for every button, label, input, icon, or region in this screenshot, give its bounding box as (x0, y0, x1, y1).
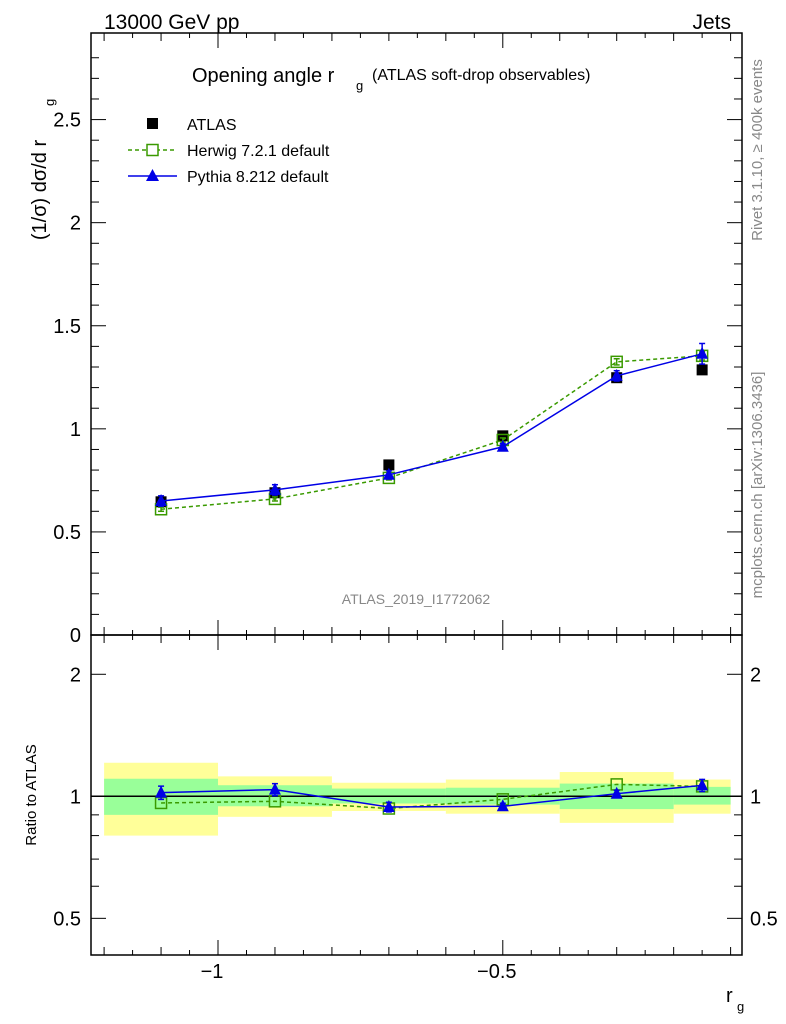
main-frame (90, 32, 743, 636)
analysis-watermark: ATLAS_2019_I1772062 (342, 591, 491, 607)
x-tick-label: −0.5 (477, 961, 516, 983)
ratio-y-tick-label-right: 1 (750, 786, 761, 808)
title-suffix: (ATLAS soft-drop observables) (372, 67, 590, 84)
y-tick-label: 1 (70, 419, 81, 441)
ratio-pythia-point (382, 800, 395, 813)
pythia-point (696, 346, 709, 359)
header-right: Jets (692, 11, 731, 34)
mcplots-label: mcplots.cern.ch [arXiv:1306.3436] (749, 372, 766, 599)
x-label-sub: g (737, 999, 744, 1014)
ratio-pythia-point (155, 785, 168, 798)
legend: ATLAS Herwig 7.2.1 default Pythia 8.212 … (128, 117, 330, 186)
ratio-panel: 0.5 0.5 1 1 2 2 −1 −0.5 (53, 634, 778, 983)
legend-atlas-marker (147, 118, 158, 129)
x-label-main: r (726, 985, 733, 1007)
y-tick-label: 0 (70, 625, 81, 647)
rivet-label: Rivet 3.1.10, ≥ 400k events (749, 59, 766, 241)
pythia-point (496, 439, 509, 452)
x-tick-label: −1 (201, 961, 224, 983)
y-tick-label: 1.5 (53, 316, 81, 338)
pythia-point (382, 467, 395, 480)
y-label-main: (1/σ) dσ/d r (29, 140, 51, 241)
ratio-y-label: Ratio to ATLAS (23, 744, 40, 845)
herwig-point (610, 355, 623, 369)
ratio-pythia-point (268, 782, 281, 795)
main-title: Opening angle r g (ATLAS soft-drop obser… (192, 65, 590, 93)
y-tick-label: 2 (70, 213, 81, 235)
main-panel: 0 0.5 1 1.5 2 2.5 (53, 32, 743, 955)
atlas-point (497, 430, 509, 442)
herwig-line (160, 355, 703, 510)
legend-pythia-marker (146, 169, 159, 181)
legend-herwig-marker (146, 143, 159, 157)
ratio-pythia-point (496, 799, 509, 812)
legend-pythia-label: Pythia 8.212 default (187, 169, 329, 186)
pythia-point (155, 493, 168, 506)
atlas-point (696, 364, 708, 376)
ratio-y-tick-label: 1 (70, 786, 81, 808)
y-axis-label: (1/σ) dσ/d r g (29, 99, 57, 240)
ratio-y-tick-label: 2 (70, 664, 81, 686)
ratio-y-tick-label-right: 0.5 (750, 908, 778, 930)
y-tick-label: 0.5 (53, 522, 81, 544)
atlas-point (383, 459, 395, 471)
pythia-line (160, 353, 703, 502)
header-left: 13000 GeV pp (104, 11, 239, 34)
ratio-pythia-point (610, 786, 623, 799)
pythia-point (268, 482, 281, 495)
x-axis-label: r g (726, 985, 744, 1014)
legend-herwig-label: Herwig 7.2.1 default (187, 143, 330, 160)
title-sub: g (356, 78, 363, 93)
ratio-y-tick-label: 0.5 (53, 908, 81, 930)
ratio-pythia-line (161, 784, 703, 808)
pythia-point (610, 368, 623, 381)
legend-atlas-label: ATLAS (187, 117, 237, 134)
ratio-pythia-point (696, 778, 709, 791)
y-label-sub: g (42, 99, 57, 106)
ratio-y-tick-label-right: 2 (750, 664, 761, 686)
ratio-herwig-line (161, 783, 703, 810)
title-main: Opening angle r (192, 65, 335, 87)
y-tick-label: 2.5 (53, 110, 81, 132)
